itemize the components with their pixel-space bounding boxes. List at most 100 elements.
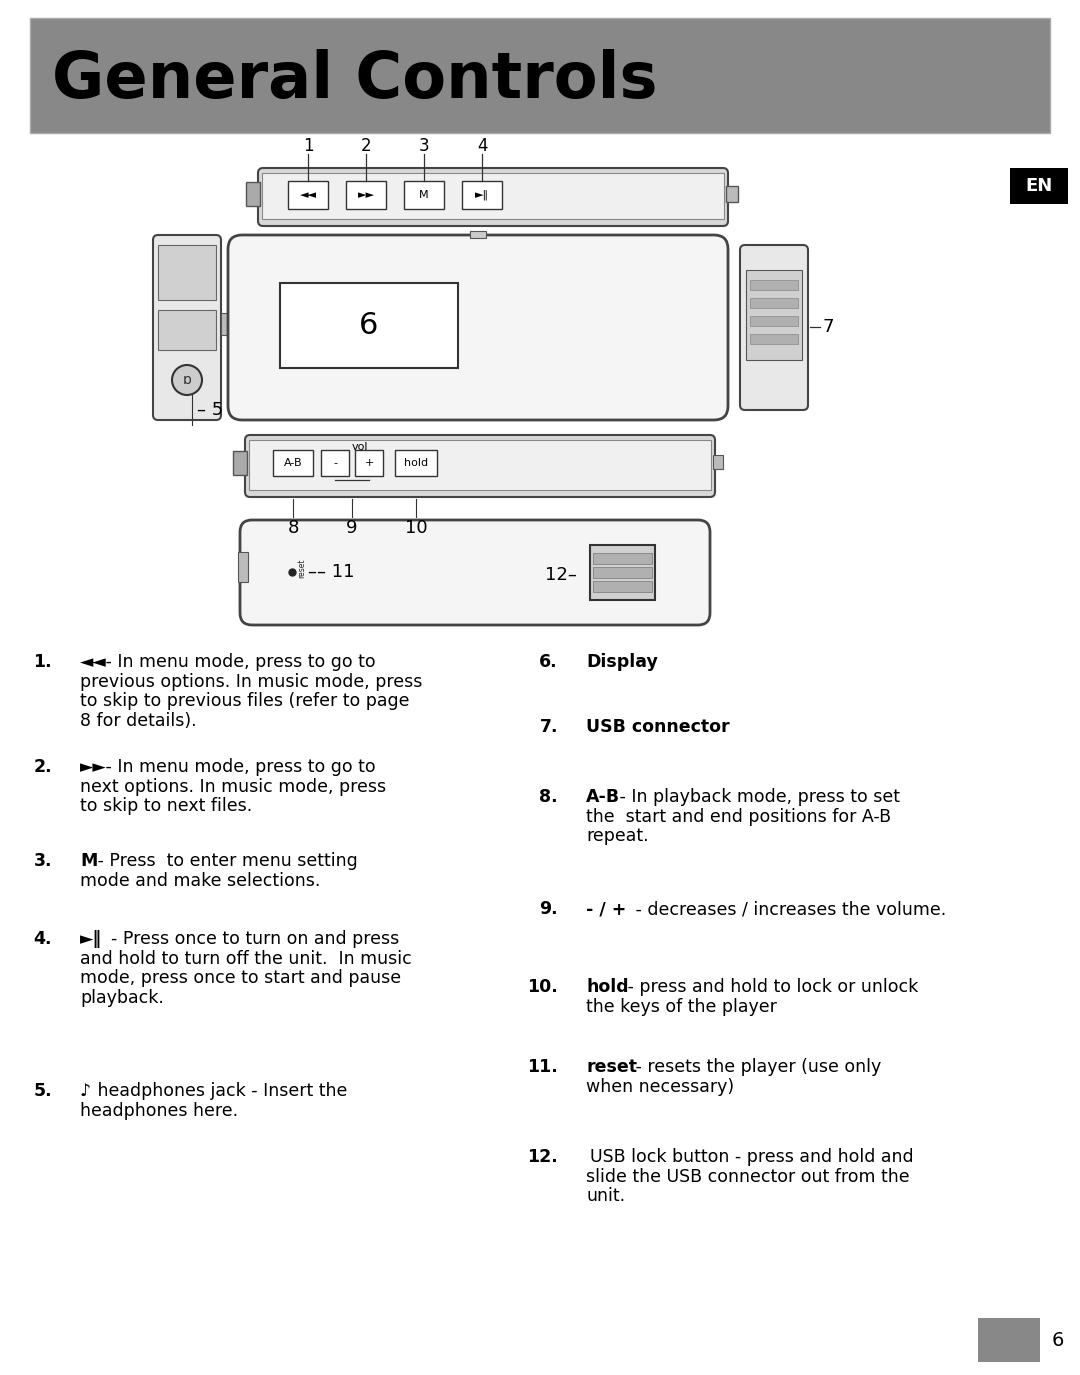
Text: previous options. In music mode, press: previous options. In music mode, press: [80, 672, 422, 690]
Text: 10.: 10.: [527, 978, 558, 996]
Bar: [593, 553, 652, 564]
Bar: [746, 270, 802, 360]
Text: playback.: playback.: [80, 989, 164, 1006]
Circle shape: [172, 364, 202, 395]
Text: 5.: 5.: [33, 1082, 52, 1100]
Bar: [713, 455, 723, 469]
Bar: [280, 283, 458, 369]
Text: 11.: 11.: [527, 1057, 558, 1077]
Text: - Press once to turn on and press: - Press once to turn on and press: [100, 930, 400, 947]
Bar: [355, 450, 383, 476]
Text: ►‖: ►‖: [475, 190, 489, 201]
Text: – 5: – 5: [197, 402, 224, 419]
Text: and hold to turn off the unit.  In music: and hold to turn off the unit. In music: [80, 950, 411, 968]
Bar: [395, 450, 437, 476]
Bar: [249, 440, 711, 489]
Text: the  start and end positions for A-B: the start and end positions for A-B: [586, 807, 891, 825]
Text: ◄◄: ◄◄: [80, 653, 107, 671]
Text: hold: hold: [586, 978, 629, 996]
Text: 9.: 9.: [539, 901, 558, 918]
Text: A-B: A-B: [586, 788, 620, 806]
Text: 7.: 7.: [540, 718, 558, 736]
Text: slide the USB connector out from the: slide the USB connector out from the: [586, 1167, 909, 1185]
Text: 6: 6: [360, 311, 379, 340]
Bar: [321, 450, 349, 476]
Text: - In menu mode, press to go to: - In menu mode, press to go to: [100, 653, 376, 671]
Bar: [593, 566, 652, 578]
Text: repeat.: repeat.: [586, 826, 649, 846]
Bar: [221, 314, 233, 336]
Text: - resets the player (use only: - resets the player (use only: [630, 1057, 881, 1077]
Text: 2.: 2.: [33, 758, 52, 776]
Bar: [404, 182, 444, 209]
Text: - decreases / increases the volume.: - decreases / increases the volume.: [630, 901, 946, 918]
FancyBboxPatch shape: [153, 235, 221, 419]
Text: 9: 9: [347, 518, 357, 538]
Text: mode, press once to start and pause: mode, press once to start and pause: [80, 969, 401, 987]
Text: headphones jack - Insert the: headphones jack - Insert the: [92, 1082, 348, 1100]
Text: –– 11: –– 11: [308, 562, 354, 582]
Bar: [158, 309, 216, 351]
Text: A-B: A-B: [284, 458, 302, 468]
Text: 4: 4: [476, 138, 487, 155]
Text: 6: 6: [1052, 1331, 1065, 1349]
Bar: [978, 1319, 1040, 1363]
Text: vol: vol: [352, 441, 368, 452]
FancyBboxPatch shape: [245, 434, 715, 496]
Text: 12–: 12–: [545, 566, 577, 584]
Text: headphones here.: headphones here.: [80, 1101, 238, 1119]
Text: General Controls: General Controls: [52, 49, 658, 111]
Text: 6.: 6.: [539, 653, 558, 671]
Text: 8.: 8.: [539, 788, 558, 806]
Text: the keys of the player: the keys of the player: [586, 997, 777, 1016]
Text: 1: 1: [302, 138, 313, 155]
Text: ►‖: ►‖: [80, 930, 103, 947]
Text: EN: EN: [1025, 177, 1053, 195]
Text: 8 for details).: 8 for details).: [80, 711, 197, 730]
Text: -: -: [333, 458, 337, 468]
Bar: [273, 450, 313, 476]
FancyBboxPatch shape: [258, 168, 728, 226]
Text: ♪: ♪: [80, 1082, 91, 1100]
Text: ◄◄: ◄◄: [299, 190, 316, 199]
Text: - In playback mode, press to set: - In playback mode, press to set: [615, 788, 900, 806]
Text: reset: reset: [586, 1057, 637, 1077]
Bar: [246, 182, 260, 206]
Bar: [158, 245, 216, 300]
Bar: [238, 551, 248, 582]
Text: unit.: unit.: [586, 1187, 625, 1204]
Text: USB lock button - press and hold and: USB lock button - press and hold and: [590, 1148, 914, 1166]
Text: 4.: 4.: [33, 930, 52, 947]
Text: 10: 10: [405, 518, 428, 538]
Bar: [750, 334, 798, 344]
FancyBboxPatch shape: [240, 520, 710, 626]
Bar: [346, 182, 386, 209]
Bar: [288, 182, 328, 209]
Text: reset: reset: [297, 558, 306, 577]
Text: ɒ: ɒ: [183, 373, 191, 386]
Text: mode and make selections.: mode and make selections.: [80, 872, 321, 890]
Bar: [462, 182, 502, 209]
Text: M: M: [80, 852, 97, 870]
Text: Display: Display: [586, 653, 658, 671]
Text: - / +: - / +: [586, 901, 626, 918]
Text: - press and hold to lock or unlock: - press and hold to lock or unlock: [622, 978, 918, 996]
Text: when necessary): when necessary): [586, 1078, 734, 1096]
Bar: [262, 173, 724, 219]
Bar: [750, 280, 798, 290]
Text: hold: hold: [404, 458, 428, 468]
Bar: [30, 18, 1050, 133]
Text: next options. In music mode, press: next options. In music mode, press: [80, 777, 387, 796]
Bar: [750, 316, 798, 326]
Text: M: M: [419, 190, 429, 199]
FancyBboxPatch shape: [740, 245, 808, 410]
Text: - In menu mode, press to go to: - In menu mode, press to go to: [100, 758, 376, 776]
Text: ►►: ►►: [80, 758, 107, 776]
Bar: [590, 544, 654, 600]
Text: ►►: ►►: [357, 190, 375, 199]
Bar: [233, 451, 247, 474]
Text: 3: 3: [419, 138, 430, 155]
Text: USB connector: USB connector: [586, 718, 730, 736]
Bar: [1010, 168, 1068, 204]
Bar: [470, 231, 486, 238]
